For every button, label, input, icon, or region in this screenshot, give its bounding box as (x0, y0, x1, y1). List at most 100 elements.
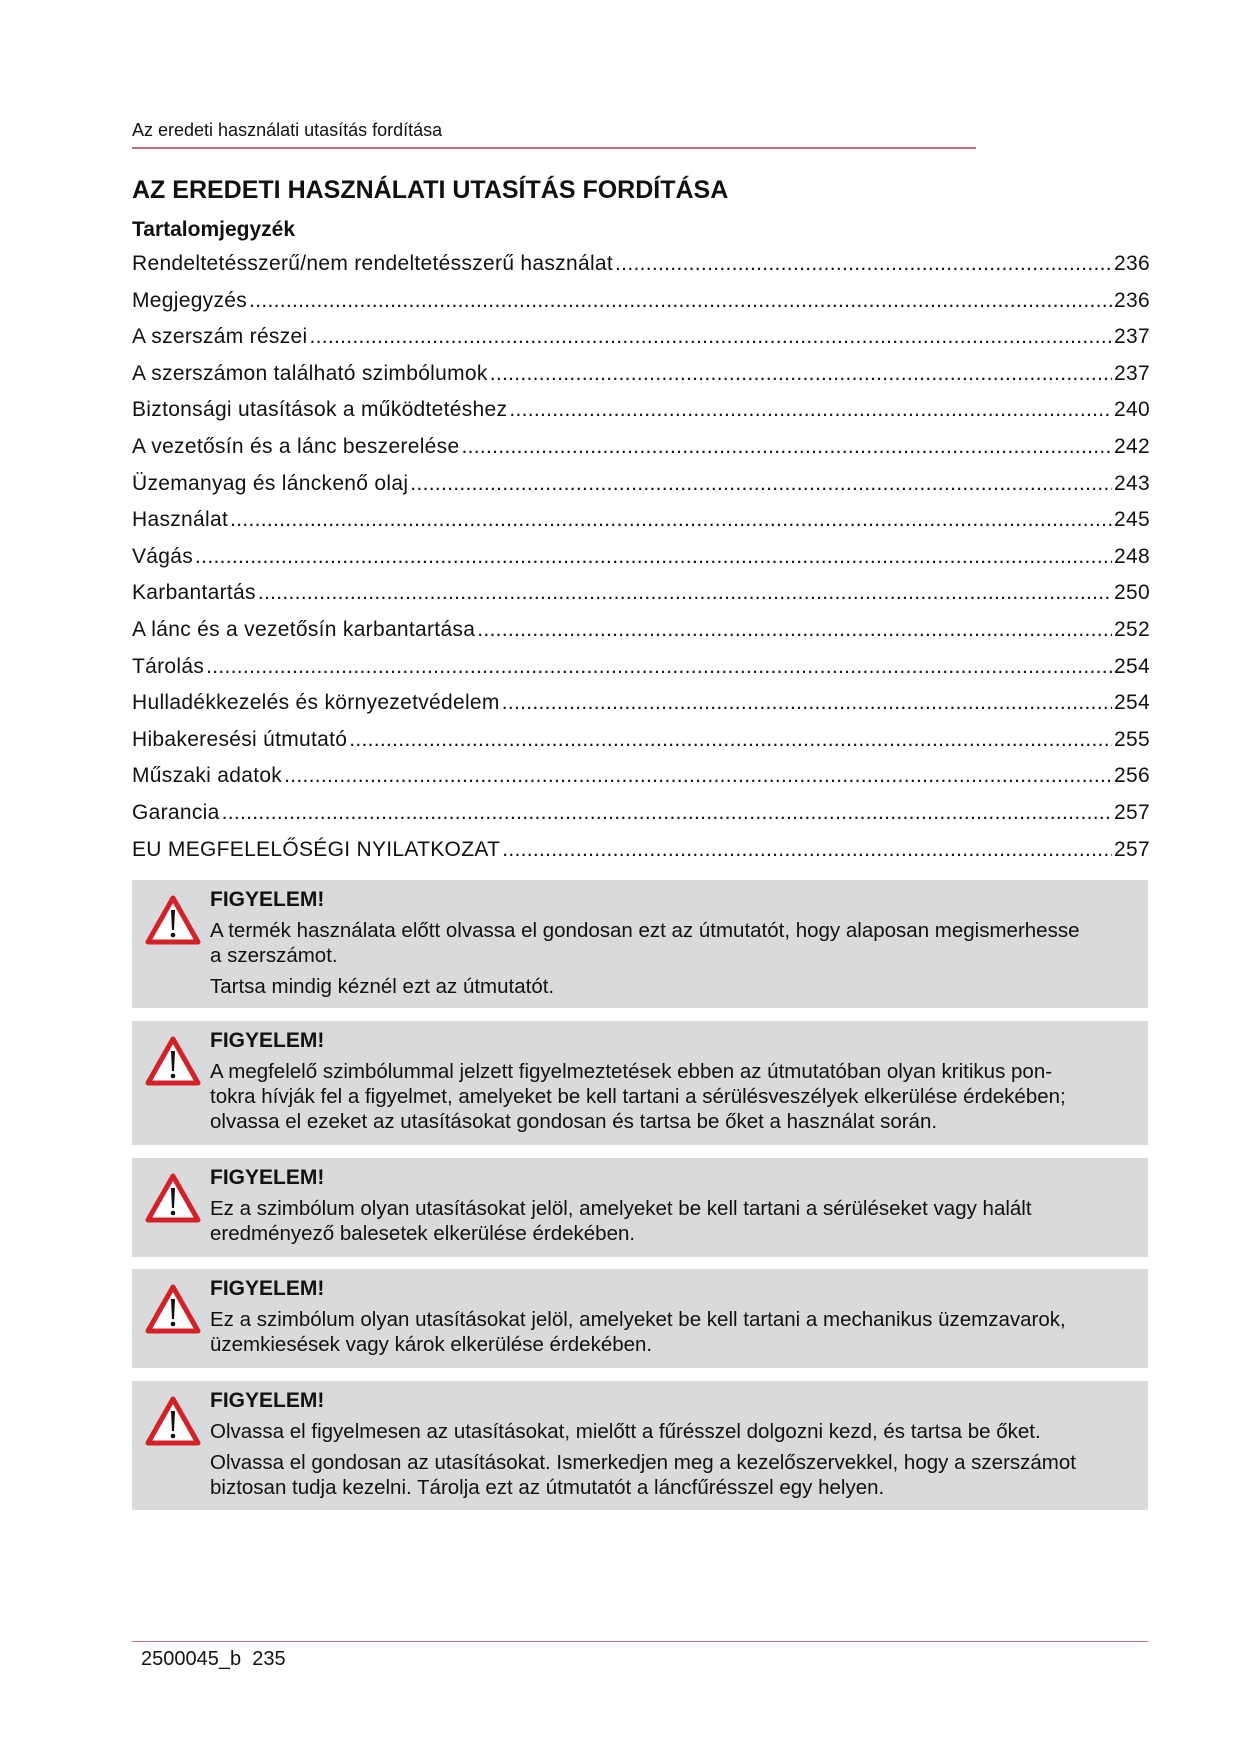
toc-entry-label: EU MEGFELELŐSÉGI NYILATKOZAT (132, 837, 501, 861)
toc-entry-label: Használat (132, 508, 229, 532)
warning-text: A megfelelő szimbólummal jelzett figyelm… (210, 1059, 1066, 1140)
warning-triangle-icon (145, 895, 201, 945)
table-of-contents: Rendeltetésszerű/nem rendeltetésszerű ha… (132, 252, 1150, 874)
toc-entry-label: Hibakeresési útmutató (132, 727, 348, 751)
toc-entry-label: A szerszámon található szimbólumok (132, 361, 488, 385)
toc-entry-label: A vezetősín és a lánc beszerelése (132, 434, 460, 458)
warning-title: FIGYELEM! (210, 1166, 325, 1189)
dot-leader (461, 435, 1112, 459)
dot-leader (230, 508, 1112, 532)
toc-entry[interactable]: Műszaki adatok 256 (132, 764, 1150, 801)
toc-entry[interactable]: A vezetősín és a lánc beszerelése 242 (132, 435, 1150, 472)
warning-triangle-icon (145, 1396, 201, 1446)
toc-entry[interactable]: A szerszámon található szimbólumok 237 (132, 362, 1150, 399)
toc-entry[interactable]: Garancia 257 (132, 801, 1150, 838)
toc-entry-page: 254 (1114, 691, 1150, 715)
toc-entry-label: Megjegyzés (132, 288, 248, 312)
dot-leader (490, 362, 1112, 386)
toc-entry-label: Rendeltetésszerű/nem rendeltetésszerű ha… (132, 252, 614, 275)
dot-leader (502, 691, 1112, 715)
toc-entry-label: Tárolás (132, 654, 205, 678)
warning-line: Olvassa el gondosan az utasításokat. Ism… (210, 1451, 1076, 1474)
warning-paragraph: Olvassa el figyelmesen az utasításokat, … (210, 1419, 1076, 1444)
warning-text: Olvassa el figyelmesen az utasításokat, … (210, 1419, 1076, 1506)
toc-entry-label: Karbantartás (132, 581, 256, 605)
warning-line: Ez a szimbólum olyan utasításokat jelöl,… (210, 1197, 1032, 1220)
warning-title: FIGYELEM! (210, 888, 325, 911)
toc-entry[interactable]: A lánc és a vezetősín karbantartása 252 (132, 618, 1150, 655)
warning-line: Ez a szimbólum olyan utasításokat jelöl,… (210, 1308, 1066, 1331)
warning-line: olvassa el ezeket az utasításokat gondos… (210, 1110, 938, 1133)
warning-paragraph: A megfelelő szimbólummal jelzett figyelm… (210, 1059, 1066, 1134)
dot-leader (206, 655, 1112, 679)
warning-text: A termék használata előtt olvassa el gon… (210, 918, 1079, 1005)
warning-line: tokra hívják fel a figyelmet, amelyeket … (210, 1085, 1066, 1108)
toc-entry-page: 257 (1114, 837, 1150, 861)
toc-entry[interactable]: Hibakeresési útmutató 255 (132, 728, 1150, 765)
page-title: AZ EREDETI HASZNÁLATI UTASÍTÁS FORDÍTÁSA (132, 176, 729, 204)
toc-entry-label: Üzemanyag és lánckenő olaj (132, 471, 409, 495)
dot-leader (477, 618, 1112, 642)
warning-title: FIGYELEM! (210, 1389, 325, 1412)
warning-line: üzemkiesések vagy károk elkerülése érdek… (210, 1333, 653, 1356)
dot-leader (284, 764, 1112, 788)
toc-entry-page: 236 (1114, 252, 1150, 275)
toc-entry-label: Műszaki adatok (132, 764, 283, 788)
warning-line: A termék használata előtt olvassa el gon… (210, 919, 1080, 942)
doc-code: 2500045_b (141, 1648, 242, 1670)
toc-entry-page: 252 (1114, 617, 1150, 641)
toc-entry[interactable]: Használat 245 (132, 508, 1150, 545)
warning-paragraph: Tartsa mindig kéznél ezt az útmutatót. (210, 974, 1079, 999)
dot-leader (258, 581, 1112, 605)
dot-leader (309, 325, 1112, 349)
warning-triangle-icon (145, 1036, 201, 1086)
footer-rule (132, 1641, 1148, 1642)
toc-entry-label: A lánc és a vezetősín karbantartása (132, 617, 476, 641)
toc-entry-page: 256 (1114, 764, 1150, 788)
toc-entry-label: Garancia (132, 800, 220, 824)
toc-entry[interactable]: Karbantartás 250 (132, 581, 1150, 618)
warning-paragraph: A termék használata előtt olvassa el gon… (210, 918, 1079, 968)
warning-line: Olvassa el figyelmesen az utasításokat, … (210, 1420, 1041, 1443)
toc-entry-page: 250 (1114, 581, 1150, 605)
toc-entry[interactable]: Vágás 248 (132, 545, 1150, 582)
dot-leader (502, 838, 1112, 862)
warning-text: Ez a szimbólum olyan utasításokat jelöl,… (210, 1196, 1032, 1252)
toc-entry[interactable]: EU MEGFELELŐSÉGI NYILATKOZAT 257 (132, 838, 1150, 875)
toc-heading: Tartalomjegyzék (132, 218, 296, 241)
page-number: 235 (252, 1648, 286, 1670)
running-header: Az eredeti használati utasítás fordítása (132, 120, 443, 140)
toc-entry[interactable]: Tárolás 254 (132, 655, 1150, 692)
dot-leader (349, 728, 1112, 752)
toc-entry-page: 245 (1114, 508, 1150, 532)
toc-entry-page: 255 (1114, 727, 1150, 751)
toc-entry-page: 240 (1114, 398, 1150, 422)
toc-entry-label: A szerszám részei (132, 325, 308, 349)
toc-entry[interactable]: A szerszám részei 237 (132, 325, 1150, 362)
toc-entry-page: 248 (1114, 544, 1150, 568)
warning-title: FIGYELEM! (210, 1277, 325, 1300)
toc-entry-page: 243 (1114, 471, 1150, 495)
warning-paragraph: Ez a szimbólum olyan utasításokat jelöl,… (210, 1196, 1032, 1246)
toc-entry[interactable]: Üzemanyag és lánckenő olaj 243 (132, 472, 1150, 509)
warning-line: biztosan tudja kezelni. Tárolja ezt az ú… (210, 1476, 885, 1499)
toc-entry-page: 236 (1114, 288, 1150, 312)
toc-entry-page: 237 (1114, 361, 1150, 385)
footer: 2500045_b 235 (141, 1648, 286, 1671)
toc-entry[interactable]: Rendeltetésszerű/nem rendeltetésszerű ha… (132, 252, 1150, 289)
warning-triangle-icon (145, 1173, 201, 1223)
toc-entry[interactable]: Megjegyzés 236 (132, 289, 1150, 326)
warning-paragraph: Olvassa el gondosan az utasításokat. Ism… (210, 1450, 1076, 1500)
warning-text: Ez a szimbólum olyan utasításokat jelöl,… (210, 1307, 1066, 1363)
toc-entry-page: 237 (1114, 325, 1150, 349)
toc-entry-label: Hulladékkezelés és környezetvédelem (132, 691, 500, 715)
warning-box: FIGYELEM! Olvassa el figyelmesen az utasí… (132, 1381, 1148, 1510)
warning-line: eredményező balesetek elkerülése érdekéb… (210, 1222, 636, 1245)
toc-entry-page: 242 (1114, 434, 1150, 458)
dot-leader (615, 252, 1112, 276)
toc-entry[interactable]: Hulladékkezelés és környezetvédelem 254 (132, 691, 1150, 728)
warning-line: a szerszámot. (210, 944, 338, 967)
warning-line: Tartsa mindig kéznél ezt az útmutatót. (210, 975, 555, 998)
warning-box: FIGYELEM! Ez a szimbólum olyan utasítások… (132, 1269, 1148, 1368)
toc-entry[interactable]: Biztonsági utasítások a működtetéshez 240 (132, 398, 1150, 435)
